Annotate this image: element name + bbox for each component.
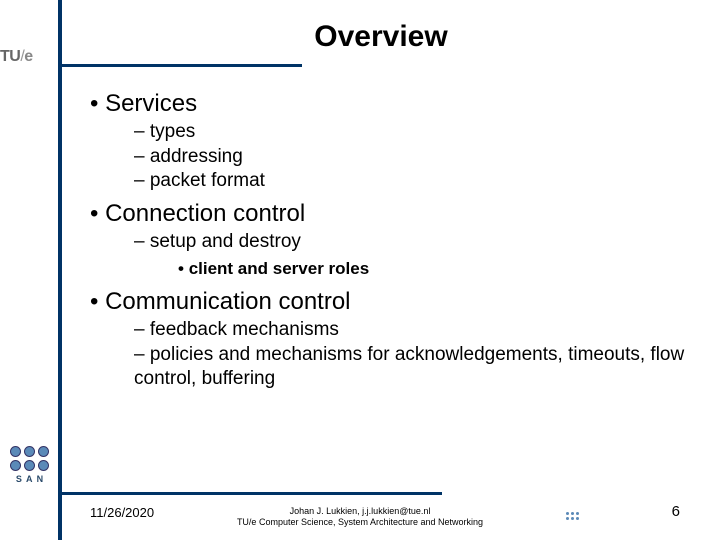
- sub-feedback: feedback mechanisms: [134, 318, 690, 343]
- footer-line1: Johan J. Lukkien, j.j.lukkien@tue.nl: [290, 506, 431, 516]
- bullet-communication-control: Communication control: [90, 288, 690, 316]
- sub-types: types: [134, 120, 690, 145]
- bullet-connection-control: Connection control: [90, 200, 690, 228]
- sub-setup-destroy: setup and destroy: [134, 230, 690, 255]
- footer-rule: [62, 492, 442, 495]
- title-underline: [62, 64, 302, 67]
- sub-packet-format: packet format: [134, 169, 690, 194]
- footer-attribution: Johan J. Lukkien, j.j.lukkien@tue.nl TU/…: [0, 506, 720, 528]
- tue-logo: TU/e: [0, 48, 33, 66]
- sub-addressing: addressing: [134, 145, 690, 170]
- logo-e: e: [24, 48, 32, 65]
- sub-policies: policies and mechanisms for acknowledgem…: [134, 343, 690, 392]
- vertical-accent-line: [58, 0, 62, 540]
- san-grid-icon: [8, 446, 52, 472]
- subsub-client-server: client and server roles: [178, 255, 690, 282]
- san-logo: S A N: [8, 446, 52, 484]
- san-text: S A N: [8, 474, 52, 484]
- logo-tu: TU: [0, 48, 20, 65]
- footer-mini-icon: [566, 512, 580, 526]
- bullet-services: Services: [90, 90, 690, 118]
- slide-title: Overview: [62, 20, 700, 54]
- footer-line2: TU/e Computer Science, System Architectu…: [237, 517, 483, 527]
- slide-content: Services types addressing packet format …: [90, 84, 690, 392]
- footer-page-number: 6: [672, 503, 680, 520]
